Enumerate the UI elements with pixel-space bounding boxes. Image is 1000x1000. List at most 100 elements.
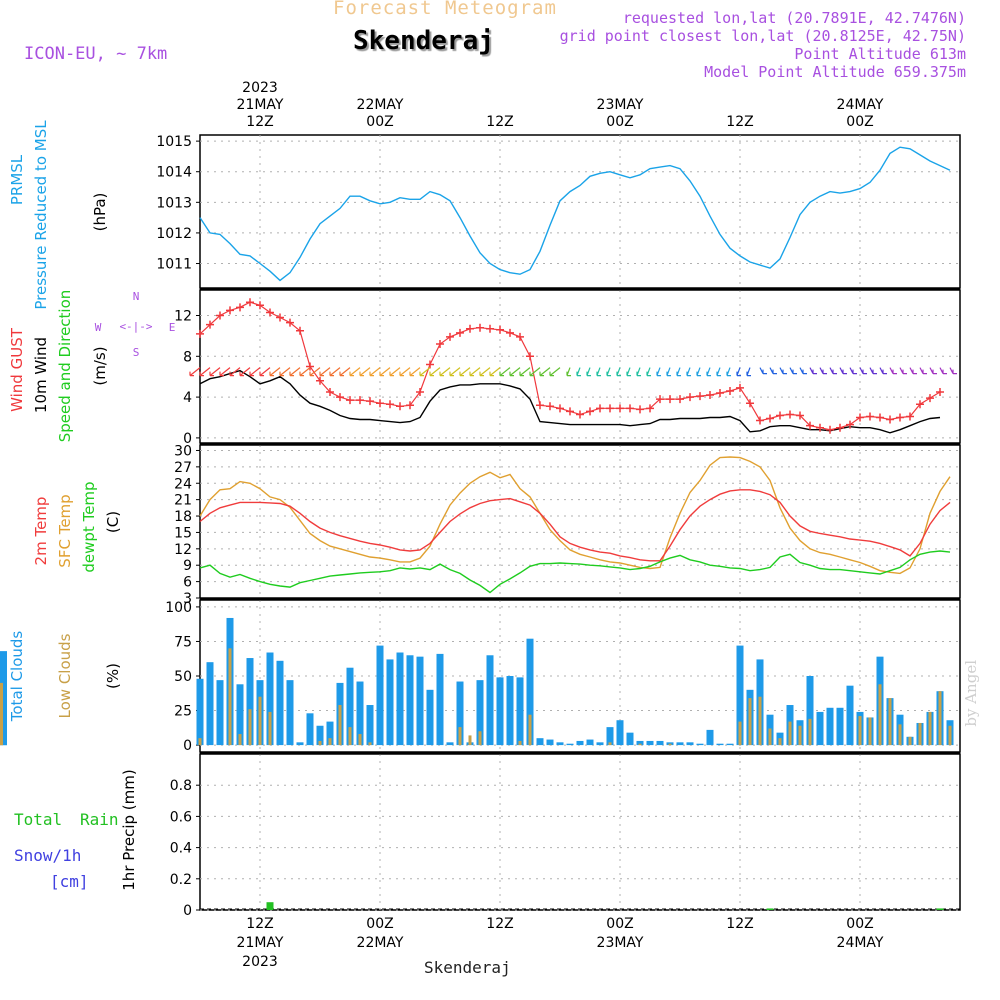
y-tick-label: 3 xyxy=(183,591,192,607)
top-time-label: 00Z xyxy=(366,114,393,130)
wind-direction-arrow xyxy=(419,367,431,377)
total-cloud-bar xyxy=(696,743,704,746)
total-cloud-bar xyxy=(236,684,244,746)
temp-unit-label: (C) xyxy=(104,511,122,533)
wind-direction-arrow xyxy=(399,367,411,377)
y-tick-label: 15 xyxy=(174,525,192,541)
total-cloud-bar xyxy=(416,656,424,746)
point-altitude: Point Altitude 613m xyxy=(794,45,966,63)
total-cloud-bar xyxy=(486,655,494,746)
wind-gust-point xyxy=(896,413,904,422)
wind-direction-arrow xyxy=(889,367,897,375)
y-tick-label: 25 xyxy=(174,704,192,720)
wind-direction-arrow xyxy=(509,367,521,377)
total-cloud-bar xyxy=(206,662,214,746)
low-cloud-bar xyxy=(0,689,3,746)
y-tick-label: 0 xyxy=(183,738,192,754)
total-cloud-bar xyxy=(476,680,484,746)
wind-direction-arrow xyxy=(909,367,917,375)
wind-direction-arrow xyxy=(586,367,591,377)
wind-direction-arrow xyxy=(539,367,551,377)
y-tick-label: 24 xyxy=(174,476,192,492)
top-time-label: 2023 xyxy=(242,80,278,96)
total-cloud-bar xyxy=(356,681,364,746)
y-tick-label: 0.2 xyxy=(170,872,192,888)
compass-west: W xyxy=(95,321,102,334)
wind-direction-arrow xyxy=(239,367,251,377)
wind-gust-point xyxy=(786,410,794,419)
model-altitude: Model Point Altitude 659.375m xyxy=(704,63,966,81)
y-tick-label: 1011 xyxy=(156,257,192,273)
snow-legend: Snow/1h xyxy=(14,846,82,865)
wind-direction-arrow xyxy=(479,367,491,377)
rain-legend-total: Total xyxy=(14,810,63,829)
wind-gust-point xyxy=(366,397,374,406)
wind-direction-arrow xyxy=(279,367,291,377)
total-cloud-bar xyxy=(376,645,384,746)
low-cloud-bar xyxy=(668,743,672,746)
wind-direction-arrow xyxy=(489,367,501,377)
low-cloud-bar xyxy=(458,727,462,746)
wind-gust-point xyxy=(436,340,444,349)
total-cloud-bar xyxy=(266,652,274,746)
total-cloud-bar xyxy=(716,743,724,746)
top-time-label: 12Z xyxy=(246,114,273,130)
wind-direction-arrow xyxy=(189,367,201,377)
wind-gust-point xyxy=(586,407,594,416)
low-cloud-bar xyxy=(518,740,522,746)
low-cloud-bar xyxy=(468,735,472,746)
wind-gust-point xyxy=(776,411,784,420)
total-cloud-bar xyxy=(366,705,374,746)
low-cloud-bar xyxy=(948,725,952,746)
wind-gust-point xyxy=(546,402,554,411)
total-cloud-bar xyxy=(0,678,7,746)
wind-direction-arrow xyxy=(299,367,311,377)
wind-gust-point xyxy=(666,395,674,404)
low-cloud-bar xyxy=(228,648,232,746)
wind-gust-point xyxy=(736,383,744,392)
wind-gust-point xyxy=(816,423,824,432)
wind-direction-arrow xyxy=(349,367,361,377)
wind-direction-arrow xyxy=(839,367,847,375)
wind-direction-arrow xyxy=(716,367,721,377)
wind-gust-point xyxy=(426,360,434,369)
compass-south: S xyxy=(133,346,140,359)
temp-sfc-line xyxy=(199,456,951,575)
top-time-label: 22MAY xyxy=(357,97,404,113)
wind-direction-arrow xyxy=(676,367,681,377)
pressure-label-prmsl: PRMSL xyxy=(8,154,26,205)
wind-direction-arrow xyxy=(209,367,221,377)
wind-direction-arrow xyxy=(319,367,331,377)
wind-gust-point xyxy=(936,388,944,396)
wind-gust-point xyxy=(626,404,634,413)
model-label: ICON-EU, ~ 7km xyxy=(24,44,168,64)
panel-frame-temperature xyxy=(199,444,961,599)
wind-direction-arrow xyxy=(626,367,631,377)
bottom-time-label: 22MAY xyxy=(357,935,404,951)
wind-gust-point xyxy=(336,393,344,402)
wind-gust-point xyxy=(696,392,704,401)
wind-direction-arrow xyxy=(409,367,421,377)
bottom-time-label: 2023 xyxy=(242,954,278,970)
wind-direction-arrow xyxy=(519,367,531,377)
wind-direction-arrow xyxy=(499,367,511,377)
total-cloud-bar xyxy=(426,689,434,746)
wind-direction-arrow xyxy=(529,367,541,377)
wind-gust-point xyxy=(276,313,284,322)
low-cloud-bar xyxy=(368,742,372,746)
wind-gust-point xyxy=(416,388,424,396)
low-cloud-bar xyxy=(238,734,242,746)
wind-gust-point xyxy=(926,394,934,403)
wind-gust-point xyxy=(526,352,534,361)
compass-east: E xyxy=(169,321,176,334)
low-cloud-bar xyxy=(868,717,872,746)
total-cloud-bar xyxy=(446,742,454,746)
y-tick-label: 1013 xyxy=(156,195,192,211)
wind-gust-point xyxy=(496,325,504,334)
wind-direction-arrow xyxy=(829,367,837,375)
low-cloud-bar xyxy=(808,718,812,746)
temp-sfc-label: SFC Temp xyxy=(56,494,74,567)
wind-gust-point xyxy=(746,399,754,408)
total-cloud-bar xyxy=(806,676,814,746)
pressure-line xyxy=(199,146,951,282)
